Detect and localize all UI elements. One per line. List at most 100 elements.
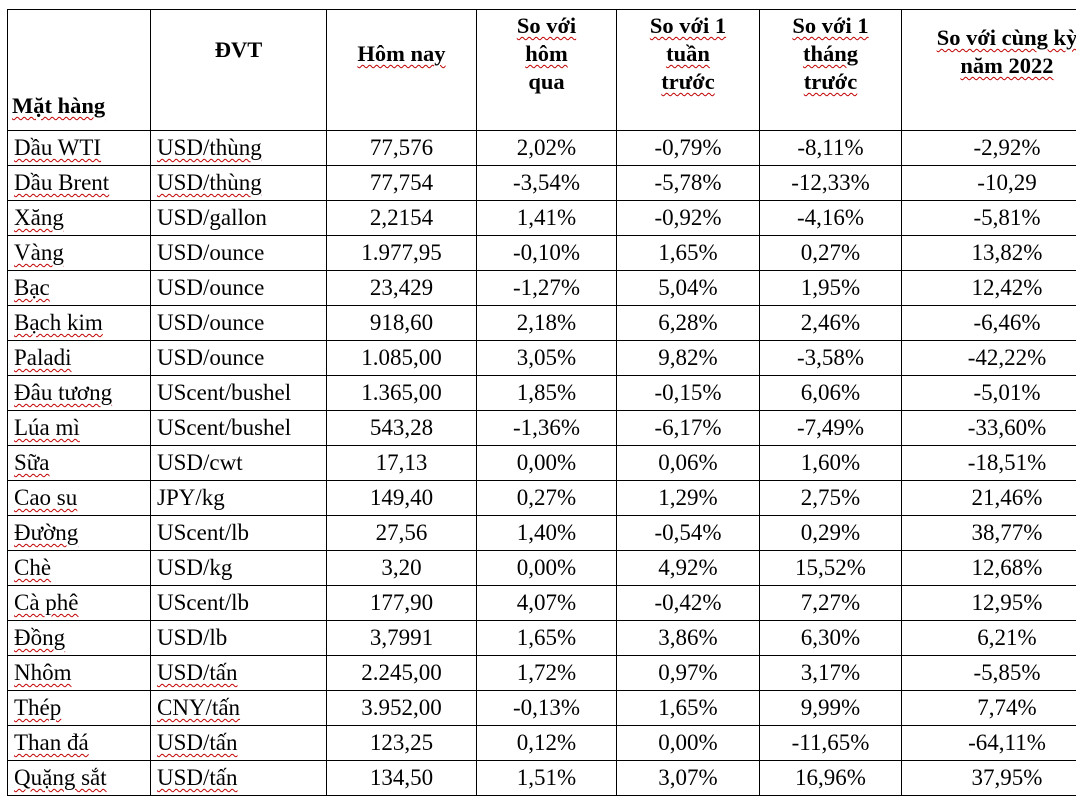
cell-vs-yesterday: -1,36%	[477, 411, 617, 446]
cell-item: Bạc	[8, 271, 151, 306]
cell-unit: USD/ounce	[151, 271, 327, 306]
cell-unit: UScent/lb	[151, 586, 327, 621]
cell-today: 134,50	[327, 761, 477, 796]
cell-vs-month: 9,99%	[760, 691, 902, 726]
cell-today: 2,2154	[327, 201, 477, 236]
header-vs-month: So với 1 tháng trước	[760, 10, 902, 131]
cell-vs-week: 3,86%	[617, 621, 760, 656]
cell-vs-month: -4,16%	[760, 201, 902, 236]
cell-item: Đường	[8, 516, 151, 551]
cell-vs-month: 2,75%	[760, 481, 902, 516]
cell-vs-year: -5,81%	[902, 201, 1076, 236]
cell-unit: USD/thùng	[151, 166, 327, 201]
cell-unit: USD/gallon	[151, 201, 327, 236]
cell-vs-month: -7,49%	[760, 411, 902, 446]
cell-vs-week: 0,00%	[617, 726, 760, 761]
cell-today: 77,754	[327, 166, 477, 201]
cell-vs-year: -10,29	[902, 166, 1076, 201]
cell-unit: USD/thùng	[151, 131, 327, 166]
cell-unit: UScent/bushel	[151, 411, 327, 446]
cell-today: 1.365,00	[327, 376, 477, 411]
cell-vs-week: 3,07%	[617, 761, 760, 796]
cell-unit: JPY/kg	[151, 481, 327, 516]
cell-item: Bạch kim	[8, 306, 151, 341]
cell-vs-week: -0,79%	[617, 131, 760, 166]
cell-vs-week: 9,82%	[617, 341, 760, 376]
cell-item: Quặng sắt	[8, 761, 151, 796]
commodity-price-table: Mặt hàng ĐVT Hôm nay So với hôm qua So v…	[7, 9, 1076, 796]
cell-today: 177,90	[327, 586, 477, 621]
cell-vs-yesterday: 1,40%	[477, 516, 617, 551]
cell-item: Vàng	[8, 236, 151, 271]
cell-vs-week: -0,54%	[617, 516, 760, 551]
table-header: Mặt hàng ĐVT Hôm nay So với hôm qua So v…	[8, 10, 1076, 131]
cell-unit: USD/ounce	[151, 236, 327, 271]
cell-vs-yesterday: 1,51%	[477, 761, 617, 796]
cell-vs-year: -18,51%	[902, 446, 1076, 481]
cell-today: 17,13	[327, 446, 477, 481]
cell-unit: UScent/bushel	[151, 376, 327, 411]
cell-unit: USD/kg	[151, 551, 327, 586]
cell-vs-week: 6,28%	[617, 306, 760, 341]
cell-vs-year: -42,22%	[902, 341, 1076, 376]
cell-vs-year: -64,11%	[902, 726, 1076, 761]
cell-vs-yesterday: 0,00%	[477, 446, 617, 481]
cell-vs-week: 0,06%	[617, 446, 760, 481]
cell-today: 1.977,95	[327, 236, 477, 271]
cell-vs-yesterday: 2,02%	[477, 131, 617, 166]
cell-vs-month: 7,27%	[760, 586, 902, 621]
cell-vs-year: 21,46%	[902, 481, 1076, 516]
cell-item: Dầu WTI	[8, 131, 151, 166]
cell-vs-month: -8,11%	[760, 131, 902, 166]
cell-vs-yesterday: 1,41%	[477, 201, 617, 236]
cell-vs-week: 1,65%	[617, 236, 760, 271]
cell-vs-yesterday: 3,05%	[477, 341, 617, 376]
cell-item: Thép	[8, 691, 151, 726]
cell-today: 123,25	[327, 726, 477, 761]
cell-vs-yesterday: 1,85%	[477, 376, 617, 411]
cell-vs-year: 6,21%	[902, 621, 1076, 656]
cell-vs-month: -11,65%	[760, 726, 902, 761]
cell-unit: UScent/lb	[151, 516, 327, 551]
cell-today: 3,20	[327, 551, 477, 586]
cell-item: Than đá	[8, 726, 151, 761]
cell-vs-year: 38,77%	[902, 516, 1076, 551]
cell-unit: USD/tấn	[151, 761, 327, 796]
cell-vs-month: 3,17%	[760, 656, 902, 691]
header-item: Mặt hàng	[8, 10, 151, 131]
cell-vs-month: 1,60%	[760, 446, 902, 481]
cell-vs-year: 12,42%	[902, 271, 1076, 306]
cell-unit: USD/tấn	[151, 726, 327, 761]
cell-vs-year: 12,68%	[902, 551, 1076, 586]
cell-today: 543,28	[327, 411, 477, 446]
cell-today: 2.245,00	[327, 656, 477, 691]
cell-vs-yesterday: 0,12%	[477, 726, 617, 761]
cell-vs-yesterday: 4,07%	[477, 586, 617, 621]
cell-item: Xăng	[8, 201, 151, 236]
cell-unit: CNY/tấn	[151, 691, 327, 726]
cell-today: 1.085,00	[327, 341, 477, 376]
cell-vs-yesterday: -3,54%	[477, 166, 617, 201]
cell-vs-week: 0,97%	[617, 656, 760, 691]
cell-vs-year: -5,85%	[902, 656, 1076, 691]
cell-vs-yesterday: -0,13%	[477, 691, 617, 726]
cell-vs-week: -0,92%	[617, 201, 760, 236]
cell-vs-month: 1,95%	[760, 271, 902, 306]
cell-vs-week: 4,92%	[617, 551, 760, 586]
cell-vs-year: 12,95%	[902, 586, 1076, 621]
cell-vs-week: -0,42%	[617, 586, 760, 621]
cell-unit: USD/lb	[151, 621, 327, 656]
cell-vs-week: 5,04%	[617, 271, 760, 306]
